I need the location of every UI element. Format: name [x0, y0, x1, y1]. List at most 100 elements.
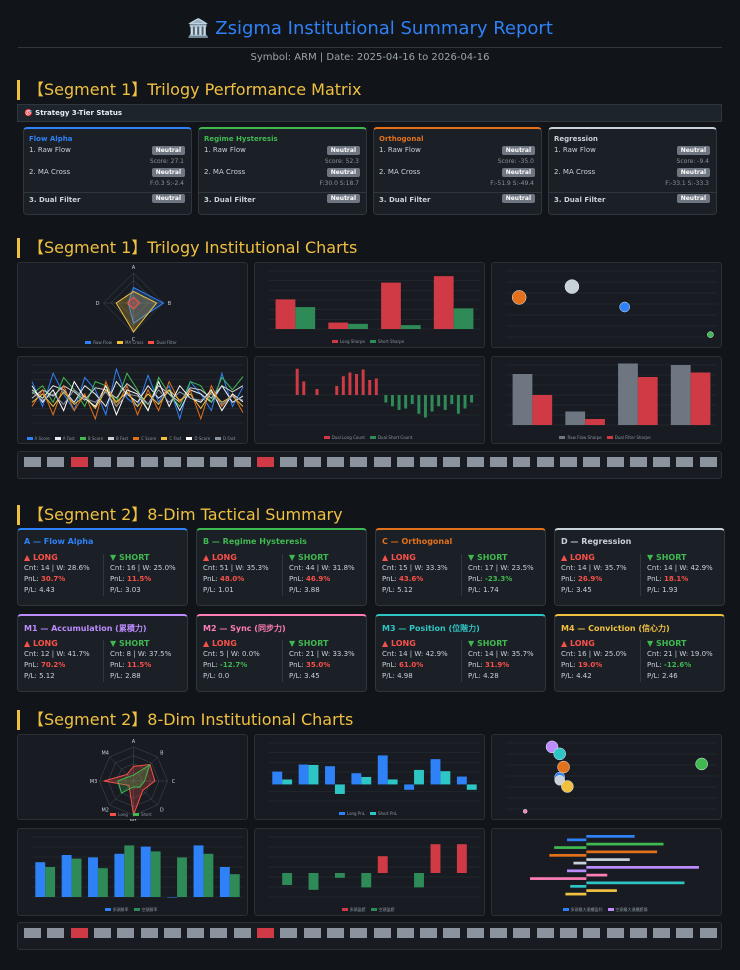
- bar: [140, 846, 151, 897]
- legend-swatch: [186, 437, 193, 440]
- direction-label: SHORT: [476, 639, 508, 648]
- chart-bar-pl-svg: [269, 836, 480, 898]
- bar: [348, 372, 352, 395]
- divider: [282, 640, 283, 682]
- count-winrate: Cnt: 16 | W: 25.0%: [110, 564, 176, 572]
- short-direction: ▼ SHORT: [468, 552, 548, 563]
- legend-label: 空頭勝率: [141, 907, 158, 912]
- pnl-value: 46.9%: [306, 575, 331, 583]
- bar: [585, 419, 605, 425]
- bar: [124, 845, 135, 897]
- hbar: [573, 861, 587, 865]
- legend-swatch: [26, 437, 33, 440]
- radar-axis-label: A: [132, 739, 136, 745]
- short-direction: ▼ SHORT: [289, 552, 369, 563]
- legend-label: Dual Filter Sharpe: [614, 435, 651, 440]
- triangle-up-icon: ▲: [203, 553, 212, 562]
- pl-ratio: P/L: 4.42: [561, 672, 592, 680]
- legend-label: 多頭最大連續盈利: [570, 907, 603, 912]
- strategy-row-sub: F:-33.1 S:-33.3: [549, 178, 716, 189]
- signal-cell: [420, 928, 438, 938]
- chart-hbar-streak-svg: [530, 835, 699, 896]
- chart-bar-pl: 多頭盈虧 空頭盈虧: [254, 828, 485, 916]
- legend-swatch: [338, 812, 345, 815]
- pnl-prefix: PnL:: [289, 661, 307, 669]
- chart-legend: Long PnL Short PnL: [255, 811, 486, 816]
- legend-swatch: [341, 908, 348, 911]
- strategy-row-sub: Score: 52.3: [199, 156, 366, 167]
- legend-swatch: [104, 908, 111, 911]
- strategy-row: 3. Dual Filter Neutral: [24, 192, 191, 206]
- divider: [282, 554, 283, 596]
- scatter-point: [561, 780, 574, 793]
- pnl-line: PnL: 11.5%: [110, 574, 190, 585]
- strategy-row-label: 1. Raw Flow: [379, 146, 421, 154]
- strategy-row-sub: Score: 27.1: [24, 156, 191, 167]
- pl-ratio: P/L: 2.88: [110, 672, 141, 680]
- pnl-value: -12.7%: [220, 661, 248, 669]
- long-block: ▲ LONG Cnt: 15 | W: 33.3% PnL: 43.6% P/L: 5…: [382, 552, 462, 596]
- strategy-row-label: 3. Dual Filter: [554, 196, 606, 204]
- chart-legend: A Score A Fast B Score B Fast C Score C Fast D…: [18, 436, 249, 441]
- bar: [618, 363, 638, 425]
- bar: [177, 857, 187, 897]
- pl-ratio: P/L: 3.88: [289, 586, 320, 594]
- hbar: [586, 842, 664, 846]
- triangle-down-icon: ▼: [468, 553, 477, 562]
- direction-label: SHORT: [476, 553, 508, 562]
- bar: [397, 395, 401, 410]
- hbar: [570, 884, 587, 888]
- signal-cell: [257, 457, 274, 467]
- chart-bar-pnl: Long PnL Short PnL: [254, 734, 485, 820]
- series-line: [31, 388, 244, 410]
- signal-cell: [629, 457, 647, 467]
- bar: [308, 764, 319, 785]
- signal-cell: [420, 457, 438, 467]
- signal-cell: [210, 928, 228, 938]
- signal-cell: [396, 928, 414, 938]
- pnl-value: 43.6%: [399, 575, 424, 583]
- legend-label: B Fast: [116, 436, 129, 441]
- strategy-card: Flow Alpha 1. Raw Flow Neutral Score: 27.1 2…: [23, 127, 192, 215]
- legend-label: C Score: [141, 436, 157, 441]
- radar-axis-label: B: [160, 751, 164, 757]
- legend-swatch: [331, 340, 338, 343]
- bar: [335, 386, 339, 395]
- signal-cell: [653, 457, 671, 467]
- signal-strip-2: [17, 922, 722, 950]
- bar: [404, 784, 415, 790]
- bar: [361, 369, 365, 395]
- pnl-prefix: PnL:: [289, 575, 307, 583]
- legend-label: Long PnL: [346, 811, 365, 816]
- bar: [404, 395, 408, 409]
- legend-swatch: [133, 437, 140, 440]
- signal-cell: [280, 457, 298, 467]
- legend-label: Short PnL: [377, 811, 398, 816]
- triangle-up-icon: ▲: [561, 553, 570, 562]
- long-block: ▲ LONG Cnt: 14 | W: 35.7% PnL: 26.9% P/L: 3…: [561, 552, 641, 596]
- signal-cell: [163, 457, 181, 467]
- signal-cell: [676, 457, 694, 467]
- legend-label: Short Sharpe: [377, 339, 405, 344]
- chart-legend: 多頭盈虧 空頭盈虧: [255, 907, 486, 913]
- hbar: [565, 892, 587, 896]
- legend-label: 空頭最大連續虧損: [615, 907, 648, 912]
- bar: [88, 857, 98, 897]
- signal-cell: [350, 457, 368, 467]
- pl-ratio: P/L: 0.0: [203, 672, 230, 680]
- pl-ratio: P/L: 3.45: [289, 672, 320, 680]
- pnl-prefix: PnL:: [110, 575, 128, 583]
- strategy-row-label: 1. Raw Flow: [29, 146, 71, 154]
- radar-axis-label: M4: [101, 751, 109, 757]
- section-title-s3: 【Segment 2】8-Dim Tactical Summary: [17, 505, 343, 525]
- score-text: Score: 27.1: [149, 158, 184, 165]
- bar: [203, 853, 214, 897]
- strategy-row-label: 1. Raw Flow: [554, 146, 596, 154]
- signal-cell: [583, 928, 601, 938]
- pl-ratio: P/L: 5.12: [382, 586, 413, 594]
- count-winrate: Cnt: 17 | W: 23.5%: [468, 564, 534, 572]
- pl-ratio: P/L: 4.28: [468, 672, 499, 680]
- pnl-value: 48.0%: [220, 575, 245, 583]
- pnl-prefix: PnL:: [203, 661, 221, 669]
- bar: [414, 769, 424, 785]
